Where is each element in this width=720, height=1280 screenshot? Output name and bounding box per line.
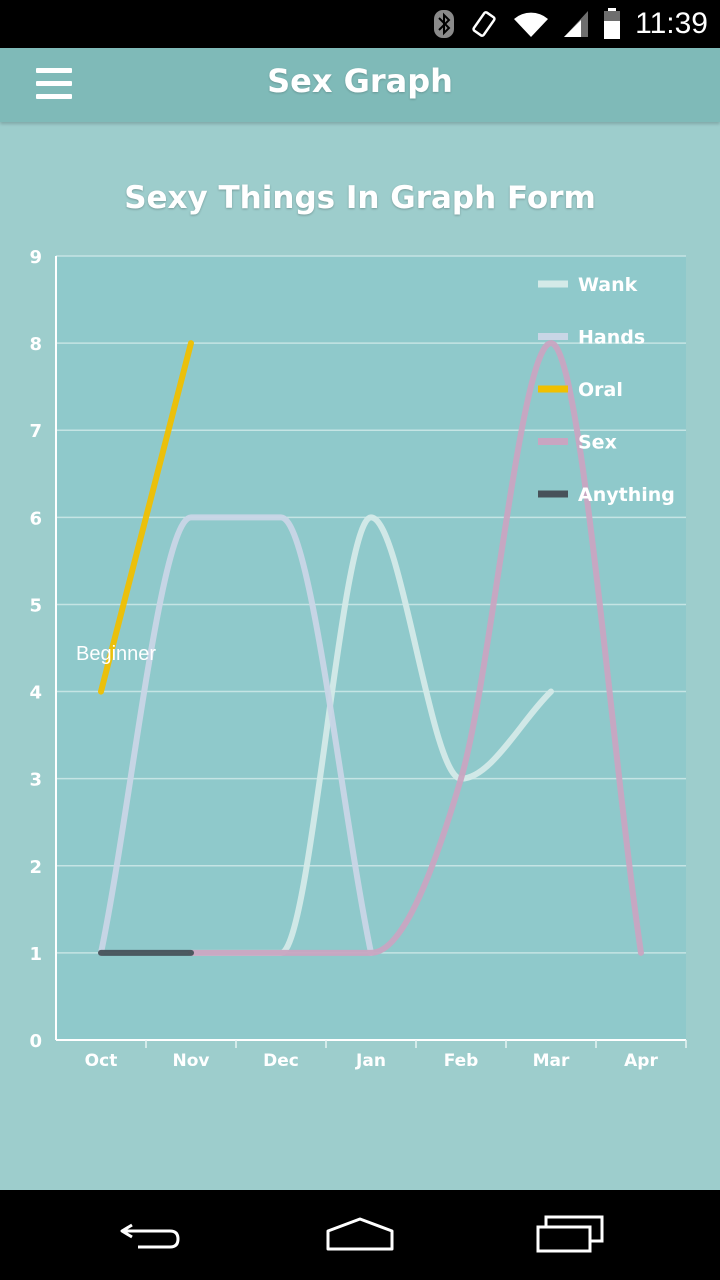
y-tick-label: 9 bbox=[29, 247, 42, 268]
y-tick-label: 3 bbox=[29, 770, 42, 791]
y-tick-label: 2 bbox=[29, 857, 42, 878]
y-tick-label: 7 bbox=[29, 421, 42, 442]
x-tick-label: Oct bbox=[85, 1051, 118, 1071]
legend-label: Wank bbox=[578, 274, 638, 296]
legend-label: Sex bbox=[578, 432, 617, 454]
plot-background bbox=[56, 256, 686, 1040]
y-tick-label: 4 bbox=[29, 683, 42, 704]
bluetooth-icon bbox=[433, 9, 455, 39]
y-tick-label: 0 bbox=[29, 1031, 42, 1052]
chart-title: Sexy Things In Graph Form bbox=[124, 180, 596, 216]
series-line-oral bbox=[98, 340, 194, 695]
recent-apps-icon[interactable] bbox=[530, 1210, 610, 1260]
hamburger-menu-icon[interactable] bbox=[36, 68, 72, 102]
y-tick-label: 1 bbox=[29, 944, 42, 965]
status-bar: 11:39 bbox=[0, 0, 720, 48]
x-tick-label: Dec bbox=[263, 1051, 299, 1071]
rotation-icon bbox=[469, 9, 499, 39]
home-icon[interactable] bbox=[320, 1210, 400, 1260]
series-line-sex bbox=[188, 340, 644, 956]
x-tick-label: Jan bbox=[355, 1051, 386, 1071]
x-tick-label: Apr bbox=[624, 1051, 658, 1071]
y-tick-label: 8 bbox=[29, 334, 42, 355]
signal-icon bbox=[563, 10, 589, 38]
app-bar: Sex Graph bbox=[0, 48, 720, 122]
app-title: Sex Graph bbox=[267, 62, 453, 100]
wifi-icon bbox=[513, 10, 549, 38]
x-tick-label: Feb bbox=[444, 1051, 479, 1071]
line-chart: 0 1 2 3 4 5 6 7 8 9 Oct Nov Dec Jan Feb Mar Apr Beginner W… bbox=[29, 247, 687, 1071]
navigation-bar bbox=[0, 1190, 720, 1280]
legend-label: Oral bbox=[578, 379, 623, 401]
series-line-hands bbox=[98, 514, 374, 956]
y-tick-label: 6 bbox=[29, 508, 42, 529]
legend-label: Anything bbox=[578, 484, 675, 506]
legend-label: Hands bbox=[578, 327, 645, 349]
x-tick-label: Nov bbox=[173, 1051, 210, 1071]
x-tick-label: Mar bbox=[533, 1051, 570, 1071]
battery-icon bbox=[603, 8, 621, 40]
y-tick-label: 5 bbox=[29, 595, 42, 616]
chart-annotation: Beginner bbox=[76, 643, 156, 665]
back-icon[interactable] bbox=[110, 1210, 190, 1260]
chart-area: Sexy Things In Graph Form 0 1 2 3 4 5 6 7 8 9 Oct N… bbox=[0, 122, 720, 1190]
status-time: 11:39 bbox=[635, 7, 708, 40]
